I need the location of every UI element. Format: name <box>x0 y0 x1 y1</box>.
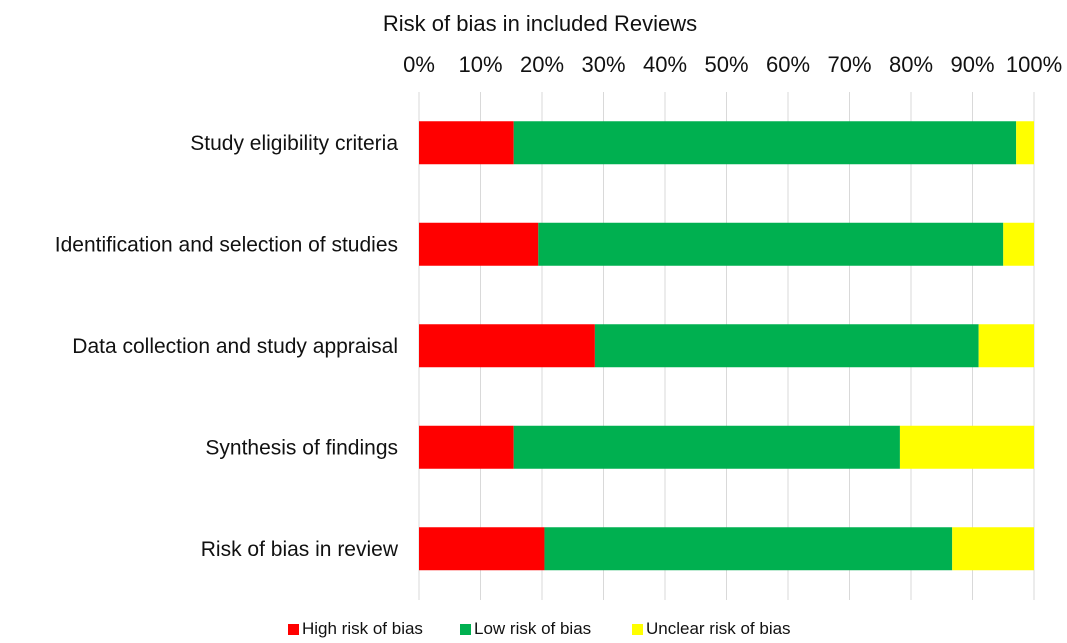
x-tick-label: 30% <box>581 52 625 77</box>
x-tick-label: 100% <box>1006 52 1062 77</box>
bar-segment-high-risk-of-bias <box>419 121 514 165</box>
bar-segment-low-risk-of-bias <box>594 324 979 368</box>
bar-segment-unclear-risk-of-bias <box>978 324 1034 368</box>
x-tick-label: 10% <box>458 52 502 77</box>
legend-label: Unclear risk of bias <box>646 619 791 638</box>
bar-segment-high-risk-of-bias <box>419 222 539 266</box>
bar-segment-unclear-risk-of-bias <box>1003 222 1034 266</box>
legend-swatch <box>632 624 643 635</box>
legend-label: Low risk of bias <box>474 619 591 638</box>
category-label: Data collection and study appraisal <box>72 335 398 358</box>
bar-segment-unclear-risk-of-bias <box>899 425 1034 469</box>
bars <box>419 121 1034 571</box>
bar-segment-low-risk-of-bias <box>513 425 900 469</box>
x-axis-ticks: 0% 10% 20% 30% 40% 50% 60% 70% 80% 90% 100% <box>403 52 1062 77</box>
category-label: Study eligibility criteria <box>190 132 398 155</box>
bar-segment-low-risk-of-bias <box>513 121 1017 165</box>
x-tick-label: 70% <box>827 52 871 77</box>
x-tick-label: 60% <box>766 52 810 77</box>
x-tick-label: 0% <box>403 52 435 77</box>
category-labels: Study eligibility criteria Identification… <box>55 132 399 561</box>
x-tick-label: 90% <box>950 52 994 77</box>
bar-segment-high-risk-of-bias <box>419 527 545 571</box>
x-tick-label: 20% <box>520 52 564 77</box>
bar-segment-high-risk-of-bias <box>419 425 514 469</box>
bar-segment-low-risk-of-bias <box>538 222 1004 266</box>
legend-swatch <box>288 624 299 635</box>
bar-segment-low-risk-of-bias <box>544 527 953 571</box>
legend-swatch <box>460 624 471 635</box>
bar-segment-unclear-risk-of-bias <box>952 527 1034 571</box>
category-label: Risk of bias in review <box>201 538 399 561</box>
chart-title: Risk of bias in included Reviews <box>383 11 697 36</box>
bar-segment-high-risk-of-bias <box>419 324 595 368</box>
bar-segment-unclear-risk-of-bias <box>1016 121 1034 165</box>
x-tick-label: 40% <box>643 52 687 77</box>
legend: High risk of bias Low risk of bias Unclear… <box>288 619 791 638</box>
category-label: Synthesis of findings <box>205 436 398 459</box>
x-tick-label: 80% <box>889 52 933 77</box>
x-tick-label: 50% <box>704 52 748 77</box>
legend-label: High risk of bias <box>302 619 423 638</box>
category-label: Identification and selection of studies <box>55 233 398 256</box>
